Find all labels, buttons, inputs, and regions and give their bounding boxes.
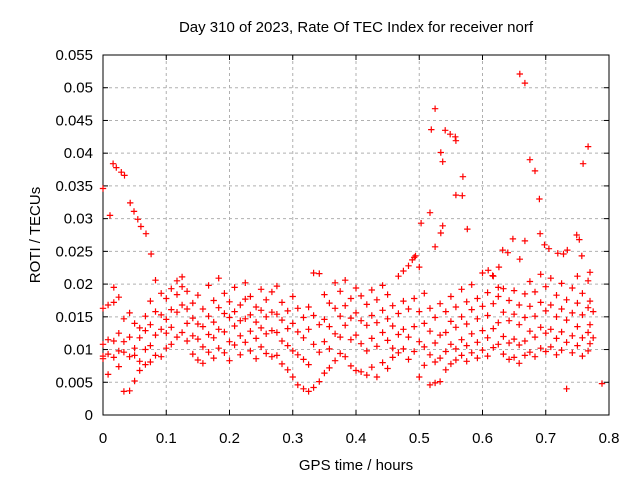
y-tick-label: 0.01 <box>64 342 93 359</box>
y-tick-label: 0.015 <box>55 309 93 326</box>
chart-title: Day 310 of 2023, Rate Of TEC Index for r… <box>179 19 534 36</box>
x-tick-label: 0.6 <box>472 430 493 447</box>
x-tick-label: 0.1 <box>156 430 177 447</box>
y-axis-label: ROTI / TECUs <box>27 187 44 283</box>
y-tick-label: 0.05 <box>64 80 93 97</box>
x-tick-label: 0 <box>99 430 107 447</box>
data-point-markers <box>99 70 606 395</box>
y-tick-label: 0.025 <box>55 243 93 260</box>
data-points <box>99 70 606 395</box>
y-tick-label: 0.035 <box>55 178 93 195</box>
x-tick-label: 0.5 <box>409 430 430 447</box>
y-tick-label: 0.045 <box>55 112 93 129</box>
x-tick-label: 0.2 <box>219 430 240 447</box>
y-tick-label: 0.03 <box>64 211 93 228</box>
x-tick-label: 0.8 <box>599 430 620 447</box>
x-tick-label: 0.4 <box>346 430 367 447</box>
x-tick-label: 0.3 <box>282 430 303 447</box>
y-tick-label: 0 <box>85 407 93 424</box>
grid-lines <box>103 55 609 415</box>
y-tick-label: 0.005 <box>55 374 93 391</box>
y-tick-label: 0.04 <box>64 145 93 162</box>
axis-ticks <box>102 54 610 416</box>
y-tick-label: 0.02 <box>64 276 93 293</box>
y-tick-labels: 0 0.005 0.01 0.015 0.02 0.025 0.03 0.035 0.04 0.0… <box>55 47 93 424</box>
x-tick-labels: 0 0.1 0.2 0.3 0.4 0.5 0.6 0.7 0.8 <box>99 430 620 447</box>
x-tick-label: 0.7 <box>535 430 556 447</box>
x-axis-label: GPS time / hours <box>299 457 413 474</box>
y-tick-label: 0.055 <box>55 47 93 64</box>
